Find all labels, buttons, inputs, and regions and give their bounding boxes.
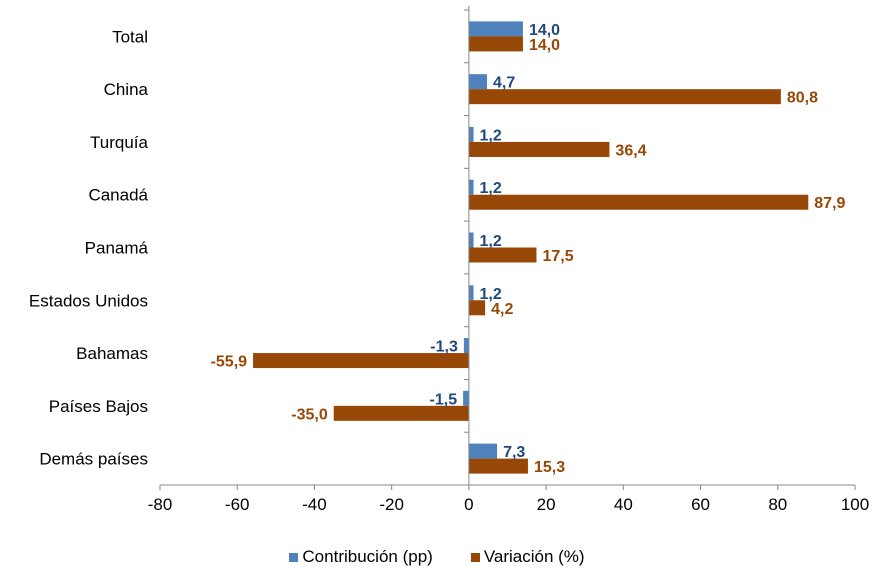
data-label-contribucion-panama: 1,2 bbox=[480, 233, 502, 250]
data-label-variacion-total: 14,0 bbox=[529, 37, 560, 54]
data-label-contribucion-bahamas: -1,3 bbox=[430, 339, 458, 356]
category-label-canada: Canadá bbox=[88, 186, 148, 205]
bar-variacion-canada bbox=[468, 194, 809, 210]
labels-layer: Total 14,014,0 China 4,7 80,8 Turquía 1,2 36,4 C… bbox=[29, 22, 869, 514]
category-label-bahamas: Bahamas bbox=[76, 344, 148, 363]
bar-variacion-china bbox=[468, 89, 781, 105]
x-tick-label: 40 bbox=[614, 495, 633, 514]
bar-contribucion-paises-bajos bbox=[463, 390, 469, 406]
x-tick-label: 100 bbox=[841, 495, 869, 514]
x-tick-label: -40 bbox=[302, 495, 327, 514]
data-label-variacion-paises-bajos: -35,0 bbox=[291, 406, 328, 423]
legend-label-contribucion: Contribución (pp) bbox=[302, 547, 433, 566]
bar-variacion-panama bbox=[468, 247, 537, 263]
data-label-contribucion-estados-unidos: 1,2 bbox=[480, 286, 502, 303]
bar-contribucion-demas-paises bbox=[468, 443, 498, 459]
bar-variacion-total bbox=[468, 36, 523, 52]
bar-contribucion-panama bbox=[468, 232, 474, 248]
bar-contribucion-bahamas bbox=[463, 338, 469, 354]
data-label-contribucion-china: 4,7 bbox=[493, 75, 515, 92]
x-tick-label: -80 bbox=[148, 495, 173, 514]
category-label-paises-bajos: Países Bajos bbox=[49, 397, 148, 416]
category-label-estados-unidos: Estados Unidos bbox=[29, 291, 148, 310]
data-label-contribucion-demas-paises: 7,3 bbox=[503, 444, 525, 461]
bar-contribucion-canada bbox=[468, 179, 474, 195]
bar-variacion-paises-bajos bbox=[333, 405, 469, 421]
data-label-variacion-china: 80,8 bbox=[787, 90, 818, 107]
data-label-variacion-demas-paises: 15,3 bbox=[534, 459, 565, 476]
bar-contribucion-total bbox=[468, 21, 523, 37]
x-tick-label: 80 bbox=[768, 495, 787, 514]
bars-layer bbox=[253, 21, 809, 474]
x-tick-label: 60 bbox=[691, 495, 710, 514]
x-tick-label: 0 bbox=[464, 495, 473, 514]
legend: Contribución (pp) Variación (%) bbox=[0, 547, 874, 567]
legend-swatch-contribucion bbox=[289, 552, 299, 562]
data-label-variacion-canada: 87,9 bbox=[814, 195, 845, 212]
data-label-variacion-estados-unidos: 4,2 bbox=[491, 301, 513, 318]
bar-contribucion-estados-unidos bbox=[468, 285, 474, 301]
data-label-contribucion-total: 14,0 bbox=[529, 22, 560, 39]
data-label-variacion-turquia: 36,4 bbox=[615, 142, 646, 159]
legend-item-contribucion: Contribución (pp) bbox=[289, 547, 433, 567]
bar-variacion-estados-unidos bbox=[468, 300, 486, 316]
x-tick-label: 20 bbox=[537, 495, 556, 514]
bar-contribucion-china bbox=[468, 74, 488, 90]
category-label-turquia: Turquía bbox=[90, 133, 149, 152]
bar-contribucion-turquia bbox=[468, 126, 474, 142]
data-label-contribucion-paises-bajos: -1,5 bbox=[430, 391, 458, 408]
category-label-panama: Panamá bbox=[85, 239, 149, 258]
category-label-china: China bbox=[104, 80, 149, 99]
bar-variacion-demas-paises bbox=[468, 458, 528, 474]
data-label-variacion-bahamas: -55,9 bbox=[211, 354, 248, 371]
x-tick-label: -20 bbox=[379, 495, 404, 514]
category-label-demas-paises: Demás países bbox=[39, 450, 148, 469]
legend-item-variacion: Variación (%) bbox=[470, 547, 585, 567]
bar-variacion-bahamas bbox=[253, 353, 469, 369]
axis-layer bbox=[159, 6, 856, 490]
data-label-contribucion-turquia: 1,2 bbox=[480, 127, 502, 144]
category-label-total: Total bbox=[112, 27, 148, 46]
data-label-contribucion-canada: 1,2 bbox=[480, 180, 502, 197]
legend-label-variacion: Variación (%) bbox=[483, 547, 585, 566]
bar-variacion-turquia bbox=[468, 141, 610, 157]
x-tick-label: -60 bbox=[225, 495, 250, 514]
legend-swatch-variacion bbox=[470, 552, 480, 562]
data-label-variacion-panama: 17,5 bbox=[542, 248, 573, 265]
